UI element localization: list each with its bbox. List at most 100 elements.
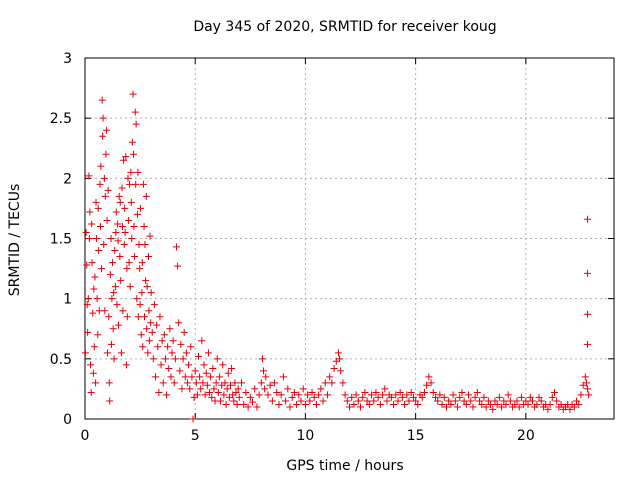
data-point — [500, 397, 508, 405]
data-point — [546, 401, 554, 409]
data-point — [537, 397, 545, 405]
data-point — [557, 401, 565, 409]
data-point — [343, 397, 351, 405]
data-point — [102, 150, 110, 158]
data-point — [92, 379, 100, 387]
data-point — [161, 355, 169, 363]
data-point — [198, 337, 206, 345]
y-axis-label: SRMTID / TECUs — [7, 184, 23, 297]
data-point — [181, 373, 189, 381]
data-point — [365, 401, 373, 409]
data-point — [108, 295, 116, 303]
chart-title: Day 345 of 2020, SRMTID for receiver kou… — [193, 19, 496, 35]
data-point — [469, 403, 477, 411]
data-point — [449, 391, 457, 399]
data-point — [220, 391, 228, 399]
data-point — [192, 379, 200, 387]
data-point — [374, 393, 382, 401]
data-point — [112, 208, 120, 216]
data-point — [138, 259, 146, 267]
data-point — [87, 361, 95, 369]
data-point — [156, 313, 164, 321]
y-tick-label: 0 — [63, 412, 72, 428]
data-point — [451, 397, 459, 405]
data-point — [112, 228, 120, 236]
data-point — [306, 397, 314, 405]
data-point — [282, 397, 290, 405]
data-point — [221, 379, 229, 387]
data-point — [350, 401, 358, 409]
data-point — [533, 401, 541, 409]
data-point — [352, 391, 360, 399]
data-point — [215, 373, 223, 381]
data-point — [275, 401, 283, 409]
data-point — [401, 401, 409, 409]
data-point — [113, 301, 121, 309]
data-point — [83, 261, 91, 269]
data-point — [504, 391, 512, 399]
data-point — [458, 389, 466, 397]
data-point — [90, 285, 98, 293]
data-point — [405, 397, 413, 405]
data-point — [381, 385, 389, 393]
data-point — [290, 389, 298, 397]
data-point — [106, 397, 114, 405]
data-point — [175, 319, 183, 327]
data-point — [219, 361, 227, 369]
data-point — [465, 391, 473, 399]
data-point — [524, 401, 532, 409]
data-point — [182, 349, 190, 357]
data-point — [155, 389, 163, 397]
data-point — [575, 401, 583, 409]
data-point — [131, 108, 139, 116]
data-point — [566, 405, 574, 413]
data-point — [515, 403, 523, 411]
data-point — [414, 401, 422, 409]
data-point — [234, 385, 242, 393]
data-point — [308, 389, 316, 397]
data-point — [100, 241, 108, 249]
data-point — [121, 204, 129, 212]
data-point — [120, 156, 128, 164]
data-point — [513, 397, 521, 405]
data-point — [82, 228, 90, 236]
data-point — [196, 373, 204, 381]
data-point — [126, 283, 134, 291]
data-point — [132, 120, 140, 128]
data-point — [266, 381, 274, 389]
data-point — [126, 180, 134, 188]
data-point — [299, 385, 307, 393]
data-point — [570, 403, 578, 411]
data-point — [584, 269, 592, 277]
data-point — [434, 397, 442, 405]
data-point — [96, 180, 104, 188]
data-point — [123, 265, 131, 273]
data-point — [491, 397, 499, 405]
data-point — [392, 391, 400, 399]
data-point — [295, 391, 303, 399]
data-point — [88, 259, 96, 267]
data-point — [425, 373, 433, 381]
data-point — [189, 415, 197, 423]
x-tick-label: 20 — [517, 428, 535, 444]
data-point — [268, 397, 276, 405]
data-point — [95, 247, 103, 255]
data-point — [134, 168, 142, 176]
data-point — [528, 397, 536, 405]
data-point — [144, 253, 152, 261]
data-point — [165, 364, 173, 372]
data-point — [106, 271, 114, 279]
data-point — [427, 379, 435, 387]
data-point — [85, 172, 93, 180]
data-point — [98, 96, 106, 104]
data-point — [81, 349, 89, 357]
data-point — [584, 340, 592, 348]
data-point — [407, 389, 415, 397]
data-point — [98, 265, 106, 273]
data-point — [420, 389, 428, 397]
data-point — [326, 373, 334, 381]
data-point — [117, 277, 125, 285]
data-point — [124, 174, 132, 182]
data-point — [423, 381, 431, 389]
data-points — [81, 90, 593, 423]
